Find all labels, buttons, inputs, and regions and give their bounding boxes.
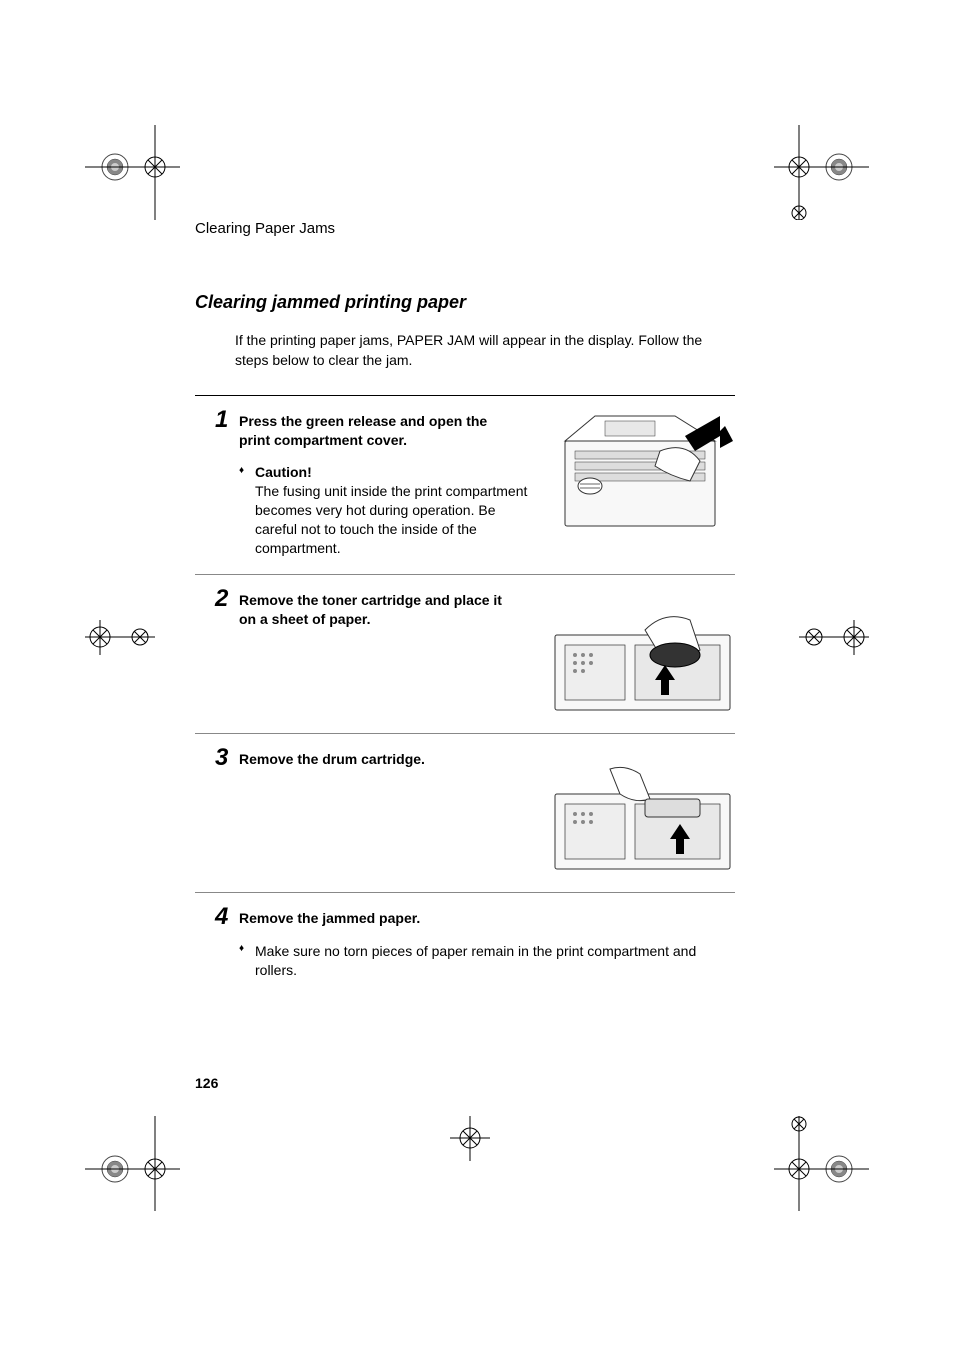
step-title: Remove the toner cartridge and place it …: [239, 591, 509, 629]
step-number: 4: [215, 903, 228, 931]
page-header: Clearing Paper Jams: [195, 220, 735, 237]
step-title: Remove the drum cartridge.: [239, 750, 509, 769]
printer-illustration-3: [545, 764, 740, 884]
divider: [195, 892, 735, 893]
divider: [195, 733, 735, 734]
crop-mark-mr: [799, 610, 869, 665]
divider: [195, 574, 735, 575]
step-2: 2 Remove the toner cartridge and place i…: [195, 585, 735, 725]
page-number: 126: [195, 1075, 218, 1091]
step-title: Remove the jammed paper.: [239, 909, 509, 928]
section-title: Clearing jammed printing paper: [195, 292, 735, 313]
step-number: 3: [215, 744, 228, 772]
divider: [195, 395, 735, 396]
step-number: 2: [215, 585, 228, 613]
crop-mark-tl: [85, 125, 180, 220]
crop-mark-bc: [440, 1116, 500, 1161]
crop-mark-br: [774, 1116, 869, 1211]
printer-illustration-1: [545, 406, 740, 541]
step-number: 1: [215, 406, 228, 434]
crop-mark-bl: [85, 1116, 180, 1211]
step-4: 4 Remove the jammed paper. Make sure no …: [195, 903, 735, 983]
caution-label: Caution!: [255, 464, 312, 480]
crop-mark-ml: [85, 610, 155, 665]
step-title: Press the green release and open the pri…: [239, 412, 509, 450]
intro-text: If the printing paper jams, PAPER JAM wi…: [235, 331, 735, 370]
step-note: Make sure no torn pieces of paper remain…: [255, 943, 696, 978]
printer-illustration-2: [545, 605, 740, 725]
step-3: 3 Remove the drum cartridge.: [195, 744, 735, 884]
caution-text: The fusing unit inside the print compart…: [255, 483, 527, 556]
crop-mark-tr: [774, 125, 869, 220]
step-1: 1 Press the green release and open the p…: [195, 406, 735, 566]
